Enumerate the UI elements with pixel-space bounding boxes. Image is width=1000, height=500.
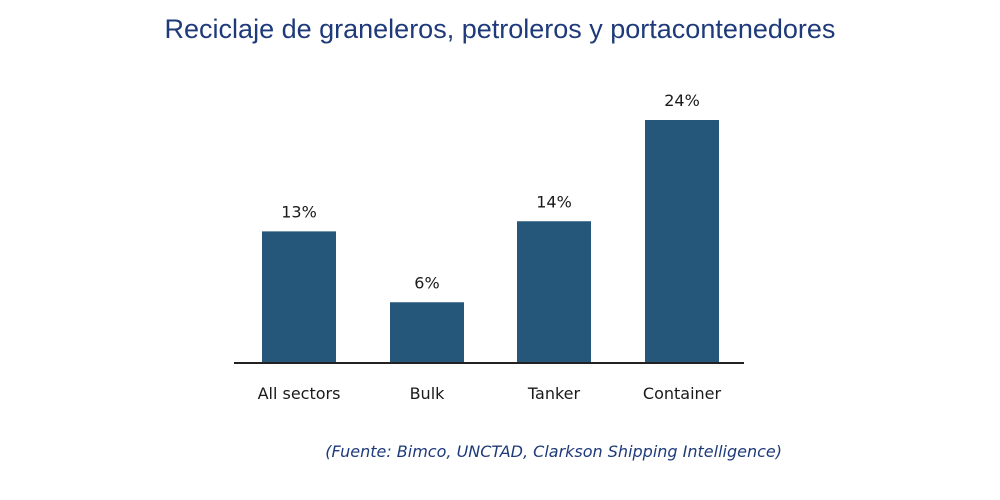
category-label-tanker: Tanker <box>527 384 581 403</box>
value-label-all-sectors: 13% <box>281 202 317 221</box>
source-note: (Fuente: Bimco, UNCTAD, Clarkson Shippin… <box>325 442 782 461</box>
bar-bulk <box>390 302 464 363</box>
bar-container <box>645 120 719 363</box>
bar-all-sectors <box>262 231 336 363</box>
value-labels-group: 13% 6% 14% 24% <box>281 91 700 292</box>
bar-tanker <box>517 221 591 363</box>
value-label-container: 24% <box>664 91 700 110</box>
category-label-all-sectors: All sectors <box>258 384 341 403</box>
bars-group <box>262 120 719 363</box>
category-label-bulk: Bulk <box>410 384 446 403</box>
tick-labels-group: All sectors Bulk Tanker Container <box>258 384 722 403</box>
value-label-tanker: 14% <box>536 192 572 211</box>
chart-title: Reciclaje de graneleros, petroleros y po… <box>164 14 836 44</box>
value-label-bulk: 6% <box>414 273 439 292</box>
category-label-container: Container <box>643 384 722 403</box>
